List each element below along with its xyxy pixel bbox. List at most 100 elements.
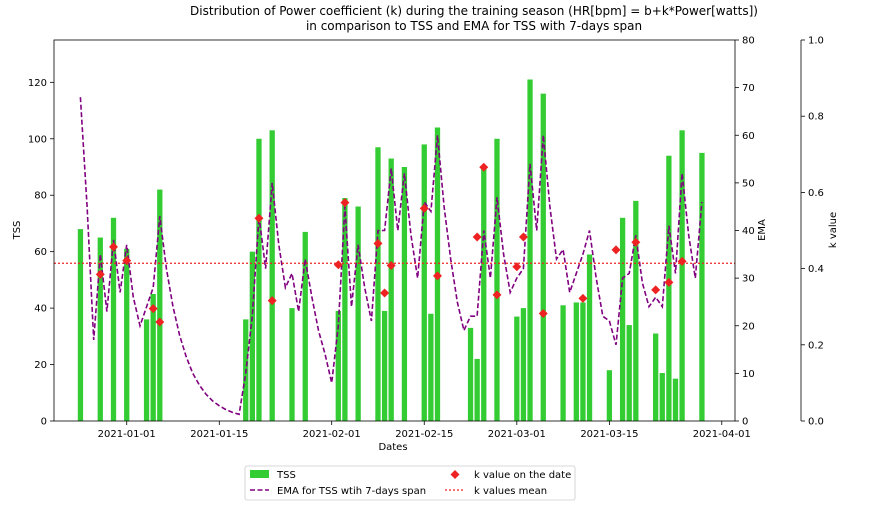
tss-axis-ticks: 0 20 40 60 80 100 120: [28, 78, 54, 428]
x-tick-label: 2021-02-15: [395, 429, 453, 440]
legend-label-k-mean: k values mean: [474, 486, 547, 497]
tss-bar: [653, 333, 659, 421]
tss-bar: [355, 206, 361, 421]
k-point: [380, 288, 390, 298]
tss-bar: [626, 325, 632, 421]
tss-bar: [335, 310, 341, 421]
k-point: [631, 237, 641, 247]
tss-bar: [97, 237, 103, 421]
tss-tick-label: 40: [34, 304, 47, 315]
tss-bar: [619, 217, 626, 421]
ema-tick-label: 10: [742, 369, 755, 380]
tss-bar: [494, 138, 500, 421]
ema-tick-label: 0: [742, 417, 748, 428]
tss-bar: [481, 167, 487, 421]
ema-tick-label: 80: [742, 36, 755, 47]
chart-title: Distribution of Power coefficient (k) du…: [190, 4, 758, 18]
tss-bar: [388, 158, 394, 422]
k-point: [333, 260, 343, 270]
k-point: [677, 256, 687, 266]
k-point: [538, 309, 548, 319]
legend-label-ema: EMA for TSS wtih 7-days span: [277, 486, 426, 497]
legend-swatch-tss: [250, 470, 269, 478]
k-point: [479, 162, 489, 172]
ema-tick-label: 70: [742, 83, 755, 94]
tss-bar: [606, 370, 613, 421]
k-point: [432, 271, 442, 281]
ema-tick-label: 20: [742, 321, 755, 332]
tss-bar: [474, 358, 480, 421]
k-point: [492, 290, 502, 300]
chart-subtitle: in comparison to TSS and EMA for TSS wit…: [306, 19, 642, 33]
tss-bar: [467, 327, 474, 421]
ema-line: [79, 97, 703, 416]
x-tick-label: 2021-02-01: [303, 429, 361, 440]
ema-tick-label: 50: [742, 178, 755, 189]
tss-bar: [124, 248, 130, 421]
x-tick-label: 2021-03-01: [488, 429, 546, 440]
tss-bar: [269, 130, 275, 422]
legend-frame: [244, 465, 576, 501]
tss-bar: [586, 254, 593, 421]
k-axis-label: k value: [828, 212, 839, 248]
legend-label-tss: TSS: [276, 470, 296, 481]
tss-bar: [143, 319, 150, 421]
tss-bar: [672, 378, 679, 421]
ema-axis-label: EMA: [757, 219, 768, 241]
k-axis-ticks: 0.0 0.2 0.4 0.6 0.8 1.0: [801, 36, 824, 428]
k-point: [386, 261, 396, 271]
k-point: [664, 277, 674, 287]
x-tick-label: 2021-04-01: [693, 429, 751, 440]
tss-bar: [573, 302, 579, 421]
tss-axis-label: TSS: [12, 221, 23, 241]
k-tick-label: 0.8: [808, 112, 824, 123]
x-axis-ticks: 2021-01-01 2021-01-15 2021-02-01 2021-02-15…: [98, 421, 751, 440]
tss-bar: [699, 152, 705, 421]
tss-tick-label: 60: [34, 247, 47, 258]
k-point: [512, 262, 522, 272]
k-point: [95, 269, 105, 279]
tss-bar: [381, 310, 388, 421]
tss-bar: [679, 130, 685, 422]
tss-tick-label: 120: [28, 78, 47, 89]
k-point: [472, 232, 482, 242]
tss-bar: [633, 200, 639, 421]
tss-bar: [514, 316, 520, 421]
tss-bar: [110, 217, 117, 421]
plot-frame: [53, 39, 736, 422]
k-tick-label: 0.2: [808, 340, 824, 351]
ema-tick-label: 60: [742, 131, 755, 142]
tss-bar: [527, 79, 533, 421]
tss-bar: [375, 147, 381, 421]
k-point: [148, 304, 158, 314]
k-point: [267, 296, 277, 306]
x-tick-label: 2021-01-01: [98, 429, 156, 440]
tss-tick-label: 20: [34, 360, 47, 371]
k-point: [651, 285, 661, 295]
legend-swatch-k: [450, 470, 460, 479]
tss-bar: [540, 93, 546, 421]
k-point: [373, 238, 383, 248]
tss-bar: [249, 251, 255, 421]
k-tick-label: 1.0: [808, 36, 824, 47]
legend: TSS EMA for TSS wtih 7-days span k value…: [244, 465, 576, 501]
k-point: [611, 245, 621, 255]
tss-bar: [342, 198, 348, 421]
k-tick-label: 0.0: [808, 417, 824, 428]
tss-bar: [659, 373, 665, 421]
tss-bar: [421, 144, 427, 421]
tss-bar: [580, 302, 586, 421]
tss-bar: [157, 189, 163, 421]
tss-bar: [256, 138, 262, 421]
tss-bar: [401, 167, 408, 421]
k-point: [254, 213, 264, 223]
k-point: [419, 203, 429, 213]
tss-bar: [77, 229, 84, 421]
ema-axis-ticks: 0 10 20 30 40 50 60 70 80: [735, 36, 755, 428]
ema-tick-label: 40: [742, 226, 755, 237]
tss-bar: [666, 155, 672, 421]
tss-bar: [289, 308, 295, 421]
ema-tick-label: 30: [742, 274, 755, 285]
tss-bars: [77, 79, 705, 422]
